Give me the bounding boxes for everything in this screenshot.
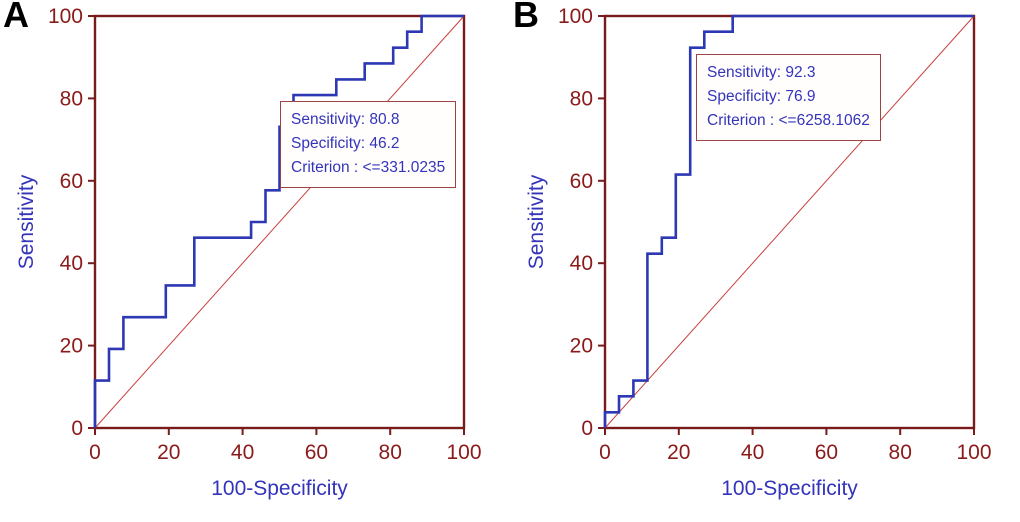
plot-frame [93,14,466,430]
x-tick-label: 80 [379,441,402,464]
y-tick-label: 80 [570,87,593,110]
panel-label-b: B [513,0,539,35]
criterion-annotation-b: Sensitivity: 92.3 Specificity: 76.9 Crit… [696,54,881,142]
reference-diagonal [604,15,975,429]
annotation-line-criterion: Criterion : <=6258.1062 [707,112,870,130]
annotation-line-specificity: Specificity: 46.2 [291,135,400,153]
x-tick-label: 0 [599,441,611,464]
criterion-annotation-a: Sensitivity: 80.8 Specificity: 46.2 Crit… [280,101,457,189]
y-tick-label: 0 [71,417,83,440]
y-tick-label: 20 [570,335,593,358]
y-tick-label: 60 [60,170,83,193]
x-tick-label: 80 [889,441,912,464]
x-tick-label: 100 [956,441,991,464]
x-tick-label: 0 [89,441,101,464]
roc-panel-b: B 0 20 40 60 80 100 0 20 40 60 80 100 Sensitivity: … [510,0,1020,522]
x-axis-title-b: 100-Specificity [721,477,858,500]
y-tick-label: 20 [60,335,83,358]
y-tick-label: 40 [570,252,593,275]
annotation-line-sensitivity: Sensitivity: 92.3 [707,64,816,81]
x-tick-label: 40 [231,441,254,464]
y-tick-label: 40 [60,252,83,275]
annotation-line-criterion: Criterion : <=331.0235 [291,159,446,177]
y-tick-label: 60 [570,170,593,193]
y-axis-title-b: Sensitivity [525,174,548,270]
annotation-line-sensitivity: Sensitivity: 80.8 [291,111,400,128]
y-tick-label: 0 [581,417,593,440]
annotation-line-specificity: Specificity: 76.9 [707,88,816,106]
x-tick-label: 60 [305,441,328,464]
y-axis-title-a: Sensitivity [15,174,38,270]
y-tick-label: 100 [558,5,593,28]
reference-diagonal [94,15,465,429]
x-tick-label: 20 [157,441,180,464]
y-tick-label: 100 [48,5,83,28]
panel-label-a: A [3,0,29,35]
x-tick-label: 100 [446,441,481,464]
x-tick-label: 60 [815,441,838,464]
x-tick-label: 20 [667,441,690,464]
roc-curve [603,14,974,428]
x-tick-label: 40 [741,441,764,464]
roc-panel-a: A 0 20 40 60 80 100 0 20 40 60 80 100 Sensitivity: … [3,0,482,500]
x-axis-title-a: 100-Specificity [211,477,348,500]
roc-plot-a: 0 20 40 60 80 100 0 20 40 60 80 100 [48,5,482,464]
roc-plot-b: 0 20 40 60 80 100 0 20 40 60 80 100 [558,5,992,464]
y-tick-label: 80 [60,87,83,110]
roc-curve [93,14,464,428]
